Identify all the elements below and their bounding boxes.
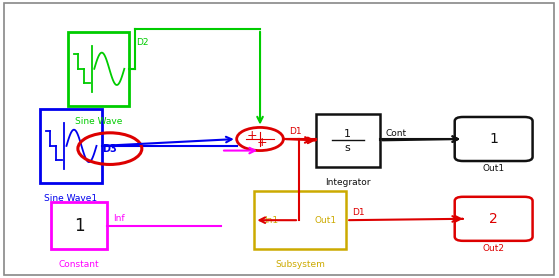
Text: s: s	[345, 143, 350, 153]
Text: Subsystem: Subsystem	[276, 260, 325, 269]
FancyBboxPatch shape	[316, 114, 380, 167]
Text: 1: 1	[489, 132, 498, 146]
Text: Inf: Inf	[112, 214, 124, 223]
FancyBboxPatch shape	[4, 3, 554, 275]
Text: Sine Wave1: Sine Wave1	[44, 194, 97, 203]
Text: Out1: Out1	[314, 216, 336, 225]
FancyBboxPatch shape	[51, 202, 107, 249]
Text: Out1: Out1	[482, 164, 505, 173]
FancyBboxPatch shape	[254, 191, 346, 249]
Text: Cont: Cont	[385, 129, 406, 138]
FancyBboxPatch shape	[454, 197, 533, 241]
Text: +: +	[257, 136, 268, 149]
Text: D2: D2	[136, 38, 149, 47]
FancyBboxPatch shape	[40, 109, 102, 183]
Text: In1: In1	[264, 216, 278, 225]
Text: D1: D1	[352, 208, 364, 217]
FancyBboxPatch shape	[68, 32, 129, 106]
Text: 1: 1	[74, 217, 84, 235]
FancyBboxPatch shape	[454, 117, 533, 161]
Text: +: +	[247, 129, 257, 142]
Text: 1: 1	[344, 129, 351, 139]
Text: 2: 2	[489, 212, 498, 226]
Text: D3: D3	[102, 144, 117, 154]
Text: Sine Wave: Sine Wave	[75, 117, 122, 126]
Text: Out2: Out2	[482, 244, 505, 253]
Text: Integrator: Integrator	[325, 178, 371, 187]
Circle shape	[236, 127, 283, 151]
Text: Constant: Constant	[59, 260, 100, 269]
Text: D1: D1	[289, 127, 302, 136]
